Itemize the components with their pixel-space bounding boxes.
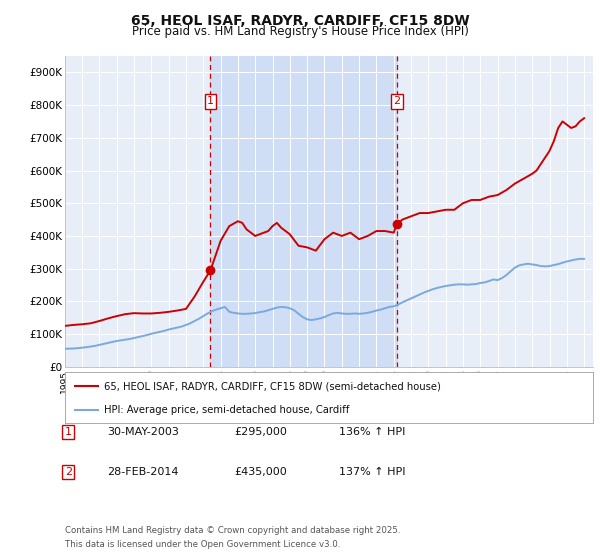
Text: Contains HM Land Registry data © Crown copyright and database right 2025.
This d: Contains HM Land Registry data © Crown c… — [65, 526, 400, 549]
Text: 2: 2 — [393, 96, 400, 106]
Text: 136% ↑ HPI: 136% ↑ HPI — [339, 427, 406, 437]
Text: 65, HEOL ISAF, RADYR, CARDIFF, CF15 8DW: 65, HEOL ISAF, RADYR, CARDIFF, CF15 8DW — [131, 14, 469, 28]
Text: £295,000: £295,000 — [234, 427, 287, 437]
Text: 137% ↑ HPI: 137% ↑ HPI — [339, 467, 406, 477]
Text: 1: 1 — [65, 427, 72, 437]
Text: 1: 1 — [207, 96, 214, 106]
Bar — [211, 56, 397, 367]
Text: Price paid vs. HM Land Registry's House Price Index (HPI): Price paid vs. HM Land Registry's House … — [131, 25, 469, 38]
Text: £435,000: £435,000 — [234, 467, 287, 477]
Text: HPI: Average price, semi-detached house, Cardiff: HPI: Average price, semi-detached house,… — [104, 405, 350, 415]
Text: 65, HEOL ISAF, RADYR, CARDIFF, CF15 8DW (semi-detached house): 65, HEOL ISAF, RADYR, CARDIFF, CF15 8DW … — [104, 381, 441, 391]
Text: 2: 2 — [65, 467, 72, 477]
Text: 28-FEB-2014: 28-FEB-2014 — [107, 467, 178, 477]
Text: 30-MAY-2003: 30-MAY-2003 — [107, 427, 179, 437]
